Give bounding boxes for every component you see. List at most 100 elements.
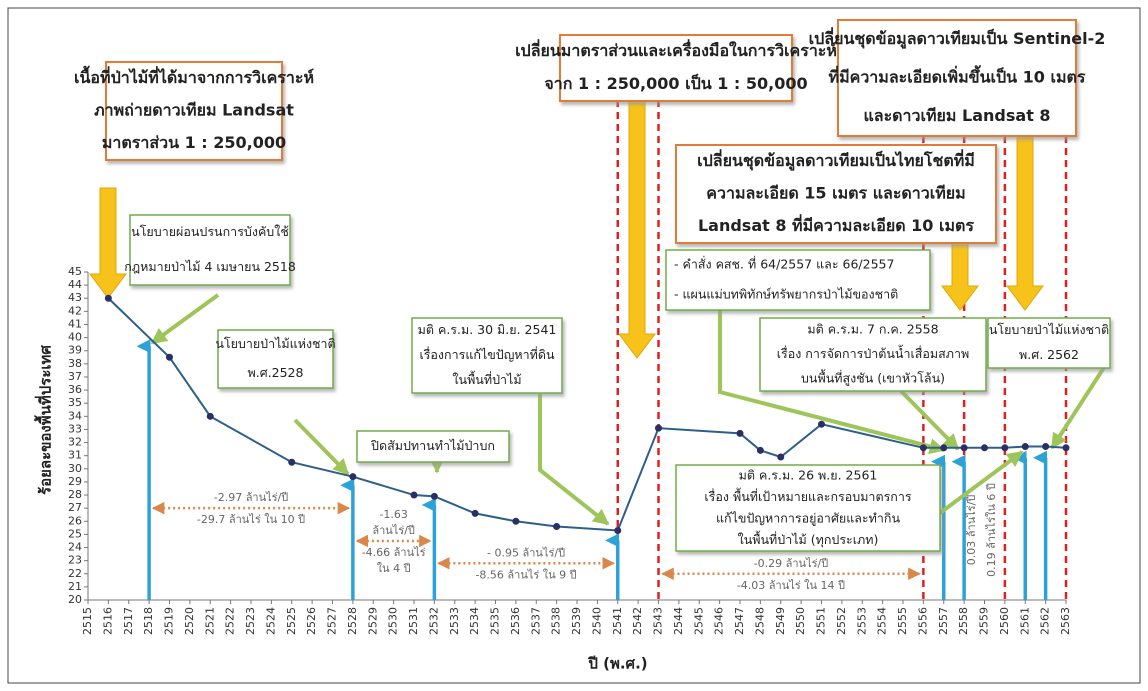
x-tick-label: 2540 [590, 607, 603, 635]
data-point [981, 444, 988, 452]
data-point [553, 523, 561, 531]
y-tick-label: 45 [68, 265, 82, 278]
y-tick-label: 36 [68, 383, 82, 396]
range-label: ล้านไร่/ปี [372, 524, 415, 537]
annotation-text: เปลี่ยนชุดข้อมูลดาวเทียมเป็นไทยโชตที่มี [697, 149, 975, 172]
annotation-text: ภาพถ่ายดาวเทียม Landsat [94, 101, 294, 120]
y-tick-label: 39 [68, 344, 82, 357]
y-tick-label: 38 [68, 357, 82, 370]
x-tick-label: 2558 [957, 607, 970, 635]
y-tick-label: 26 [68, 514, 82, 527]
y-tick-label: 44 [68, 278, 82, 291]
x-tick-label: 2539 [570, 607, 583, 635]
data-point [410, 491, 418, 499]
x-tick-label: 2520 [183, 607, 196, 635]
note-box [675, 464, 941, 552]
y-tick-label: 24 [68, 541, 82, 554]
annotation-text: นโยบายป่าไม้แห่งชาติ [989, 322, 1109, 337]
x-tick-label: 2528 [346, 607, 359, 635]
y-tick-label: 27 [68, 501, 82, 514]
y-tick-label: 28 [68, 488, 82, 501]
x-tick-label: 2556 [916, 607, 929, 635]
data-point [206, 412, 214, 420]
y-tick-label: 31 [68, 449, 82, 462]
y-tick-label: 30 [68, 462, 82, 475]
data-point [1001, 444, 1009, 452]
x-tick-label: 2523 [244, 607, 257, 635]
data-point [655, 424, 662, 432]
annotation-text: บนพื้นที่สูงชัน (เขาหัวโล้น) [801, 368, 945, 386]
annotation-text: มติ ค.ร.ม. 30 มิ.ย. 2541 [418, 322, 557, 337]
x-tick-label: 2542 [631, 607, 644, 635]
pointer-arrow [1050, 364, 1107, 450]
annotation-text: นโยบายผ่อนปรนการบังคับใช้ [131, 224, 289, 239]
note-box [356, 430, 510, 463]
x-tick-label: 2524 [264, 607, 277, 635]
annotation-text: ปิดสัมปทานทำไม้ป่าบก [371, 438, 495, 453]
note-box [129, 214, 291, 286]
x-tick-label: 2557 [937, 607, 950, 635]
y-tick-label: 20 [68, 593, 82, 606]
range-label: ใน 4 ปี [377, 562, 411, 575]
x-tick-label: 2544 [672, 607, 685, 635]
x-tick-label: 2548 [753, 607, 766, 635]
annotation-text: มาตราส่วน 1 : 250,000 [102, 133, 286, 152]
x-tick-label: 2559 [978, 607, 991, 635]
data-point [1021, 442, 1029, 450]
annotation-text: มติ ค.ร.ม. 26 พ.ย. 2561 [739, 467, 878, 482]
x-tick-label: 2536 [509, 607, 522, 635]
y-tick-label: 23 [68, 554, 82, 567]
y-tick-label: 21 [68, 580, 82, 593]
range-label: -4.03 ล้านไร่ ใน 14 ปี [737, 579, 845, 592]
x-tick-label: 2526 [305, 607, 318, 635]
vertical-note: 0.03 ล้านไร่/ปี [965, 495, 978, 566]
x-tick-label: 2555 [896, 607, 909, 635]
x-tick-label: 2535 [489, 607, 502, 635]
data-point [960, 444, 968, 452]
data-point [288, 458, 296, 466]
x-tick-label: 2533 [448, 607, 461, 635]
range-label: -0.29 ล้านไร่/ปี [754, 557, 829, 570]
x-axis-label: ปี (พ.ศ.) [587, 655, 647, 673]
x-tick-label: 2553 [855, 607, 868, 635]
y-tick-label: 42 [68, 304, 82, 317]
x-tick-label: 2529 [366, 607, 379, 635]
pointer-arrow [538, 394, 610, 526]
data-point [166, 353, 173, 361]
pointer-arrow [293, 418, 350, 476]
y-tick-label: 22 [68, 567, 82, 580]
data-point [512, 517, 520, 525]
y-tick-label: 37 [68, 370, 82, 383]
annotation-text: แก้ไขปัญหาการอยู่อาศัยและทำกิน [716, 510, 900, 526]
annotation-text: ในพื้นที่ป่าไม้ [452, 370, 521, 387]
yellow-arrow [618, 99, 656, 359]
x-tick-label: 2515 [81, 607, 94, 635]
vertical-note: 0.19 ล้านไร่ใน 6 ปี [985, 483, 998, 577]
annotation-text: - คำสั่ง คสช. ที่ 64/2557 และ 66/2557 [674, 256, 894, 272]
x-tick-label: 2552 [835, 607, 848, 635]
annotation-text: พ.ศ.2528 [248, 365, 304, 380]
pointer-arrow [938, 450, 1024, 515]
heading-box [675, 144, 997, 244]
data-point [940, 444, 948, 452]
x-tick-label: 2537 [529, 607, 542, 635]
annotation-text: - แผนแม่บทพิทักษ์ทรัพยากรป่าไม้ของชาติ [674, 287, 898, 302]
x-tick-label: 2538 [550, 607, 563, 635]
x-tick-label: 2561 [1018, 607, 1031, 635]
x-tick-label: 2554 [876, 607, 889, 635]
note-box [411, 317, 563, 394]
x-tick-label: 2563 [1059, 607, 1072, 635]
note-box [759, 317, 987, 392]
data-point [1062, 444, 1070, 452]
data-point [756, 446, 764, 454]
x-tick-label: 2550 [794, 607, 807, 635]
y-tick-label: 35 [68, 396, 82, 409]
x-tick-label: 2531 [407, 607, 420, 635]
annotation-text: มติ ค.ร.ม. 7 ก.ค. 2558 [807, 322, 938, 337]
frame [7, 7, 1141, 684]
annotation-text: เปลี่ยนมาตราส่วนและเครื่องมือในการวิเครา… [515, 39, 837, 60]
annotation-text: และดาวเทียม Landsat 8 [863, 106, 1050, 125]
x-tick-label: 2519 [163, 607, 176, 635]
yellow-arrow [89, 187, 127, 299]
